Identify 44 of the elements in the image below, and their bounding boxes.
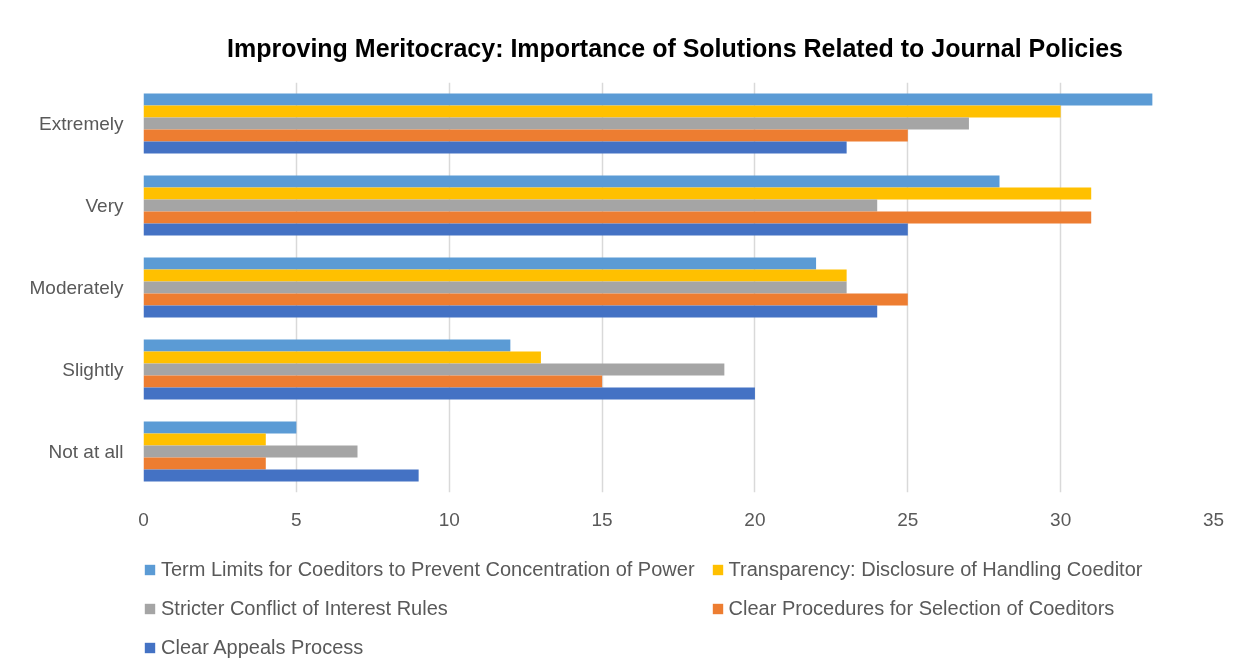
bar: [143, 351, 541, 364]
bar: [143, 129, 908, 142]
bar: [143, 469, 419, 482]
y-tick-label: Extremely: [39, 113, 124, 134]
legend-label: Clear Procedures for Selection of Coeditors: [728, 597, 1115, 620]
bar: [143, 375, 603, 388]
x-tick-label: 30: [1050, 508, 1072, 530]
y-tick-label: Moderately: [29, 277, 124, 298]
bar: [143, 211, 1092, 224]
y-tick-label: Not at all: [48, 441, 124, 462]
bar: [143, 305, 878, 318]
bar: [143, 93, 1153, 106]
bar: [143, 421, 297, 434]
legend-label: Clear Appeals Process: [161, 636, 364, 659]
x-tick-label: 5: [291, 508, 302, 530]
bar: [143, 281, 847, 294]
bar: [143, 339, 511, 352]
x-tick-label: 0: [138, 508, 149, 530]
bar: [143, 223, 908, 236]
bar: [143, 293, 908, 306]
bar: [143, 387, 755, 400]
bar: [143, 363, 725, 376]
bar: [143, 105, 1061, 118]
bar: [143, 199, 878, 212]
bar: [143, 269, 847, 282]
x-tick-label: 20: [744, 508, 766, 530]
bar: [143, 445, 358, 458]
chart-title: Improving Meritocracy: Importance of Solutions Related to Journal Policies: [227, 33, 1124, 62]
legend-label: Transparency: Disclosure of Handling Coeditor: [728, 558, 1143, 581]
bar: [143, 141, 847, 154]
x-tick-label: 35: [1202, 508, 1225, 530]
bar: [143, 433, 266, 446]
bar: [143, 187, 1092, 200]
bar: [143, 175, 1000, 188]
bar: [143, 457, 266, 470]
x-tick-label: 10: [438, 508, 460, 530]
bar: [143, 257, 817, 270]
x-tick-label: 25: [897, 508, 919, 530]
bar: [143, 117, 969, 130]
y-tick-label: Slightly: [62, 359, 124, 380]
y-tick-label: Very: [85, 195, 124, 216]
legend-label: Term Limits for Coeditors to Prevent Concentration of Power: [161, 558, 695, 581]
legend-label: Stricter Conflict of Interest Rules: [161, 597, 448, 620]
x-tick-label: 15: [591, 508, 613, 530]
